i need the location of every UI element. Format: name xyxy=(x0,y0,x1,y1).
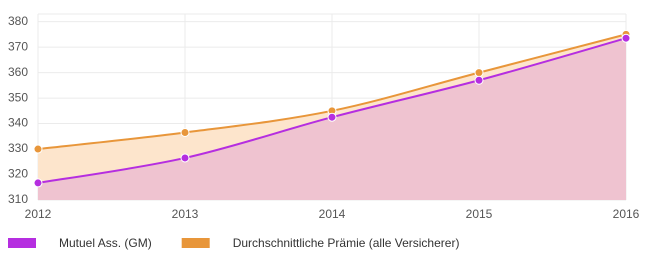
x-tick-label: 2016 xyxy=(613,207,640,221)
y-tick-label: 360 xyxy=(8,65,28,79)
legend-label: Durchschnittliche Prämie (alle Versicher… xyxy=(233,236,460,250)
x-tick-label: 2015 xyxy=(466,207,493,221)
point xyxy=(33,178,43,188)
y-tick-label: 310 xyxy=(8,192,28,206)
point xyxy=(621,33,631,43)
y-tick-label: 380 xyxy=(8,14,28,28)
legend-swatch xyxy=(8,238,36,248)
point xyxy=(180,127,190,137)
y-tick-label: 370 xyxy=(8,39,28,53)
y-tick-label: 340 xyxy=(8,116,28,130)
point xyxy=(474,68,484,78)
y-tick-label: 330 xyxy=(8,141,28,155)
y-tick-label: 350 xyxy=(8,90,28,104)
legend-swatch xyxy=(181,238,210,248)
y-tick-label: 320 xyxy=(8,167,28,181)
x-tick-label: 2014 xyxy=(319,207,346,221)
legend-label: Mutuel Ass. (GM) xyxy=(59,236,152,250)
x-tick-label: 2013 xyxy=(172,207,199,221)
x-tick-label: 2012 xyxy=(25,207,52,221)
point xyxy=(474,75,484,85)
point xyxy=(327,112,337,122)
point xyxy=(33,144,43,154)
point xyxy=(180,153,190,163)
